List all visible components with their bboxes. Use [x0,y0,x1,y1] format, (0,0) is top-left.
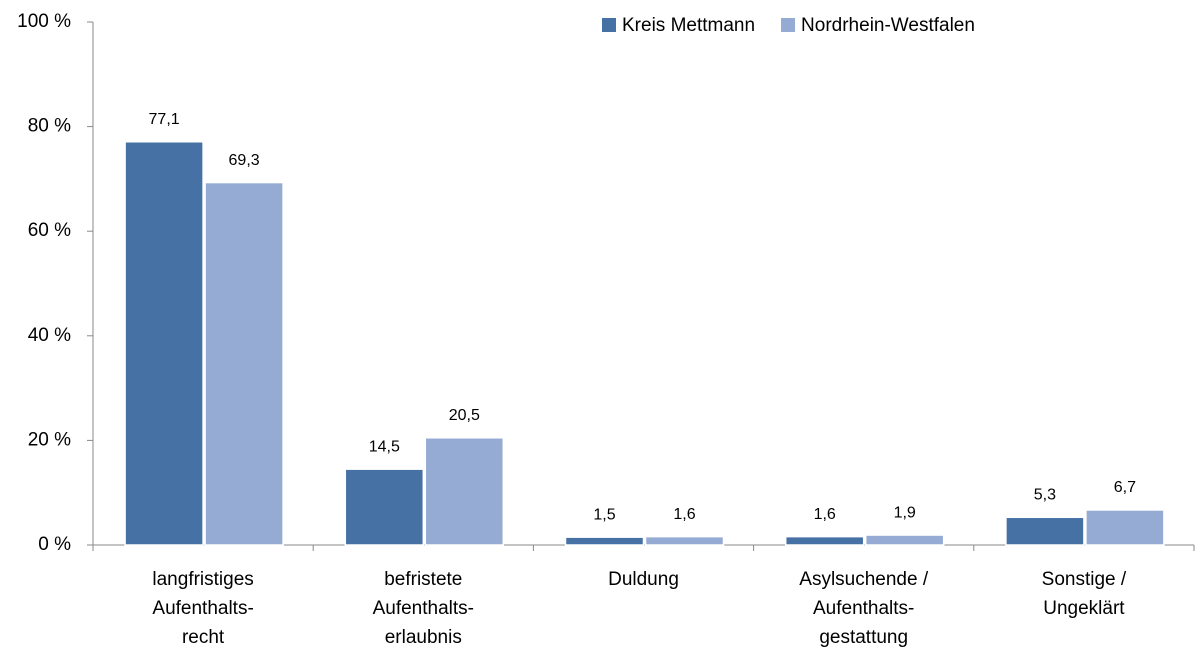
bar [1005,516,1085,546]
legend-swatch [781,18,796,32]
x-tick-label: gestattung [819,627,908,648]
y-tick-label: 0 % [38,534,71,555]
value-label: 1,6 [814,506,836,523]
x-tick-label: Sonstige / [1042,569,1127,590]
bar [204,181,284,546]
bar [344,468,425,546]
y-tick-label: 100 % [17,11,71,32]
x-tick-label: erlaubnis [385,627,462,648]
x-tick-label: Aufenthalts- [373,598,474,619]
x-tick-label: Asylsuchende / [799,569,929,590]
x-tick-label: recht [182,627,225,648]
x-tick-label: Aufenthalts- [813,598,914,619]
value-label: 6,7 [1114,479,1136,496]
bar [864,534,945,546]
value-label: 1,9 [894,504,916,521]
value-label: 5,3 [1034,486,1056,503]
value-label: 1,6 [673,506,695,523]
bar [564,536,645,546]
legend-label: Kreis Mettmann [622,15,755,36]
bar [784,535,865,546]
bar [124,141,204,546]
legend-label: Nordrhein-Westfalen [801,15,975,36]
value-label: 1,5 [593,506,615,523]
y-tick-label: 20 % [28,429,71,450]
x-tick-label: Ungeklärt [1043,598,1125,619]
x-tick-label: Duldung [608,569,679,590]
y-tick-label: 40 % [28,325,71,346]
value-label: 69,3 [229,152,260,169]
value-label: 77,1 [149,111,180,128]
y-tick-label: 80 % [28,116,71,137]
x-tick-label: Aufenthalts- [152,598,253,619]
y-tick-label: 60 % [28,220,71,241]
x-tick-label: langfristiges [152,569,253,590]
bar [1085,509,1165,546]
bar [424,437,505,546]
value-label: 20,5 [449,407,480,424]
bar [644,535,725,546]
value-label: 14,5 [369,438,400,455]
legend-swatch [602,18,616,32]
x-tick-label: befristete [384,569,462,590]
